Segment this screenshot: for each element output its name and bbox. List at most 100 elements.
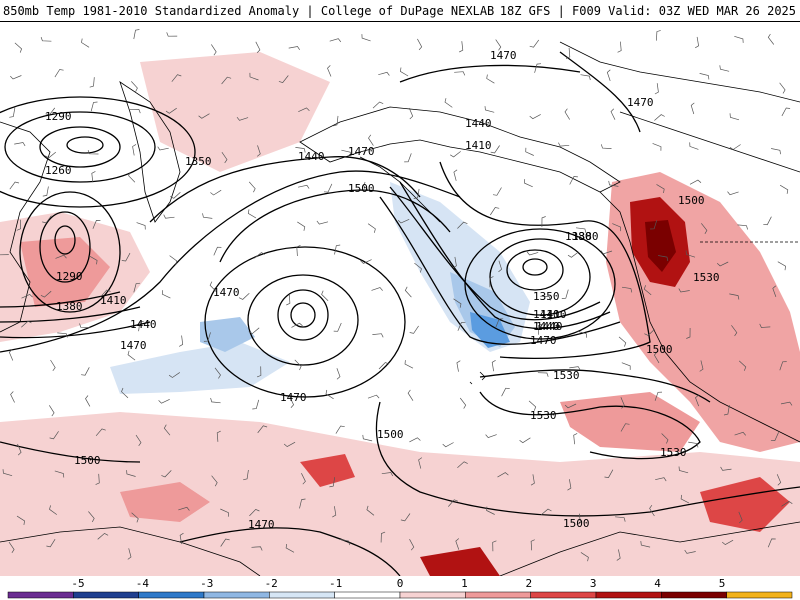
colorbar-segment: [465, 591, 531, 599]
wind-barb: [49, 405, 55, 417]
wind-barb: [767, 538, 776, 548]
wind-barb: [457, 322, 466, 331]
wind-barb: [417, 38, 423, 51]
height-contours: [0, 51, 800, 576]
wind-barb: [409, 437, 421, 443]
wind-barb: [600, 250, 613, 255]
wind-barb: [655, 477, 667, 482]
wind-barb: [524, 179, 533, 188]
wind-barb: [16, 515, 25, 525]
wind-barb: [316, 220, 329, 225]
wind-barb: [729, 113, 740, 121]
wind-barb: [95, 473, 100, 485]
wind-barb: [608, 180, 619, 187]
wind-barb: [779, 82, 786, 94]
wind-barb: [121, 252, 131, 262]
wind-barb: [169, 255, 178, 265]
wind-barb: [157, 146, 169, 151]
wind-barb: [297, 221, 306, 231]
wind-barb: [654, 114, 665, 121]
wind-barb: [564, 108, 570, 120]
contour-1440-north: [149, 156, 421, 223]
wind-barb: [565, 47, 571, 60]
wind-barb: [771, 148, 781, 155]
wind-barb: [689, 179, 702, 185]
wind-barb: [580, 552, 589, 562]
wind-barb: [380, 531, 386, 543]
wind-barb: [121, 387, 129, 399]
wind-barb: [457, 221, 468, 229]
wind-barb: [333, 115, 339, 127]
wind-barb: [294, 359, 302, 371]
colorbar-tick-label: 0: [397, 577, 404, 590]
wind-barb: [236, 116, 249, 121]
wind-barb: [576, 513, 581, 525]
map-header: 850mb Temp 1981-2010 Standardized Anomal…: [0, 0, 800, 22]
wind-barb: [457, 461, 468, 469]
wind-barb: [368, 134, 374, 146]
contour-low-mid-2: [247, 274, 359, 366]
wind-barb: [404, 286, 412, 298]
contour-1470-upper: [399, 51, 641, 133]
wind-barb: [727, 191, 739, 196]
wind-barb: [170, 192, 181, 199]
wind-barb: [129, 108, 141, 114]
height-label: 1380: [56, 300, 83, 313]
wind-barb: [455, 538, 460, 550]
wind-barb: [179, 532, 184, 545]
wind-barb: [49, 505, 58, 515]
weather-map[interactable]: 1290 1260 1350 1440 1470 1500 1470 1440 …: [0, 22, 800, 576]
wind-barb: [770, 432, 779, 441]
wind-barb: [299, 498, 306, 509]
wind-barb: [695, 36, 699, 49]
wind-barb: [580, 74, 591, 81]
wind-barb: [652, 143, 662, 151]
wind-barb: [701, 223, 708, 234]
wind-barb: [325, 389, 334, 400]
wind-barb: [248, 327, 260, 335]
wind-barb: [289, 396, 295, 408]
wind-barb: [501, 387, 510, 397]
wind-barb: [453, 169, 458, 181]
wind-barb: [252, 399, 260, 410]
wind-barb: [361, 34, 371, 42]
contour-low-mid-3: [204, 246, 406, 398]
wind-barb: [779, 361, 787, 371]
wind-barb: [202, 213, 213, 219]
wind-barb: [256, 366, 262, 378]
height-label: 1500: [377, 428, 404, 441]
wind-barb: [772, 285, 777, 298]
wind-barb: [335, 425, 345, 434]
colorbar-tick-label: -1: [329, 577, 342, 590]
anomaly-cool-west-pacific: [110, 342, 290, 394]
colorbar-tick-label: -3: [200, 577, 213, 590]
wind-barb: [9, 107, 16, 118]
contour-1500-mid: [439, 161, 651, 359]
wind-barb: [21, 320, 32, 328]
wind-barb: [131, 81, 138, 92]
colorbar-segment: [138, 591, 205, 599]
wind-barb: [450, 151, 461, 158]
wind-barb: [759, 323, 771, 328]
wind-barb: [372, 333, 384, 338]
valid-time-label: 18Z GFS | F009 Valid: 03Z WED MAR 26 202…: [499, 4, 796, 18]
height-label: 1500: [74, 454, 101, 467]
wind-barb: [459, 41, 464, 53]
contour-low-gulf-3: [464, 228, 616, 340]
wind-barb: [656, 30, 661, 41]
anomaly-warm-south-patch-2: [300, 454, 355, 487]
wind-barb: [418, 457, 423, 469]
wind-barb: [257, 425, 268, 434]
anomaly-warm-north: [140, 52, 330, 172]
wind-barb: [409, 539, 415, 551]
wind-barb: [678, 288, 690, 293]
wind-barb: [209, 281, 217, 293]
wind-barb: [327, 65, 332, 77]
wind-barb: [88, 511, 95, 523]
wind-barb: [490, 207, 500, 216]
wind-barb: [491, 359, 496, 372]
coastline-north-america-west: [599, 191, 800, 443]
wind-barb: [339, 539, 350, 546]
wind-barb: [526, 251, 539, 256]
